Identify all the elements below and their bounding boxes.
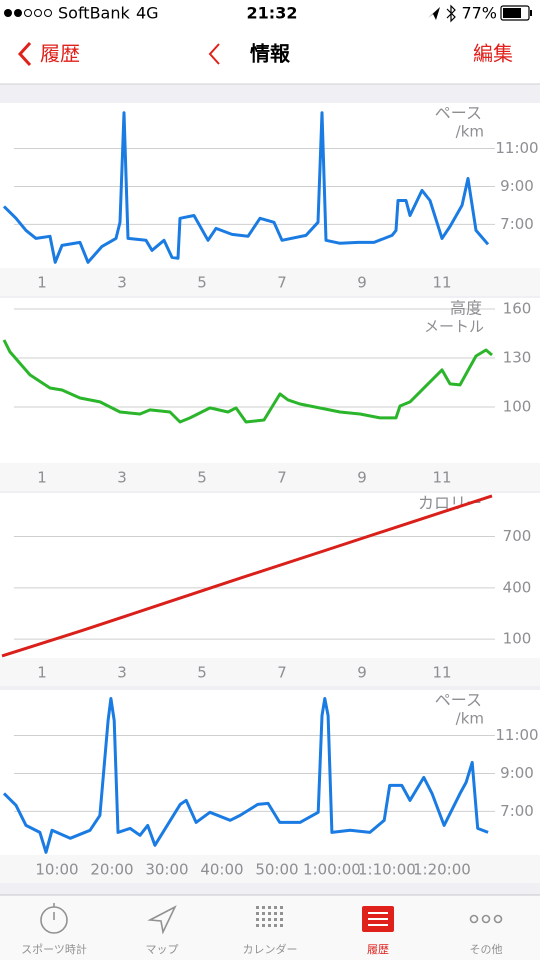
x-tick-label: 9: [357, 469, 367, 487]
x-tick-label: 11: [432, 274, 451, 292]
signal: [4, 9, 52, 17]
y-axis-unit: メートル: [424, 318, 484, 336]
x-tick-label: 30:00: [145, 861, 188, 879]
data-line: [2, 697, 489, 854]
back-chevron: [17, 41, 32, 67]
tab-label[interactable]: その他: [470, 943, 503, 956]
x-tick-label: 1: [37, 469, 47, 487]
x-axis-band: [0, 268, 540, 296]
edit-button[interactable]: 編集: [473, 42, 513, 66]
y-axis-unit: /km: [456, 710, 484, 728]
x-tick-label: 5: [197, 274, 207, 292]
x-tick-label: 11: [432, 469, 451, 487]
x-tick-label: 1: [37, 274, 47, 292]
y-axis-title: 高度: [450, 299, 482, 318]
y-tick-label: 100: [503, 630, 532, 648]
x-tick-label: 1: [37, 664, 47, 682]
chart-panel: [0, 493, 540, 658]
tab-icons: [40, 903, 503, 935]
tab-bar: [0, 895, 540, 960]
bluetooth-icon: [446, 4, 456, 23]
location-icon: [428, 7, 440, 20]
header: [0, 0, 540, 84]
x-tick-label: 9: [357, 274, 367, 292]
back-button[interactable]: 履歴: [17, 41, 80, 67]
x-axis-band: [0, 855, 540, 883]
y-tick-label: 130: [503, 348, 532, 366]
prev-chevron[interactable]: [208, 43, 220, 65]
x-tick-label: 3: [117, 664, 127, 682]
x-tick-label: 7: [277, 274, 287, 292]
time: 21:32: [247, 4, 298, 23]
chart-panel: [0, 690, 540, 855]
back-label: 履歴: [40, 42, 80, 66]
x-tick-label: 9: [357, 664, 367, 682]
x-tick-label: 50:00: [255, 861, 298, 879]
x-tick-label: 3: [117, 469, 127, 487]
tab-label[interactable]: カレンダー: [243, 942, 298, 956]
tab-label[interactable]: スポーツ時計: [21, 942, 87, 956]
y-tick-label: 7:00: [500, 802, 534, 820]
x-tick-label: 1:10:00: [358, 861, 416, 879]
x-axis-band: [0, 658, 540, 686]
x-axis-band: [0, 463, 540, 491]
data-line: [2, 111, 490, 264]
y-tick-label: 11:00: [495, 726, 538, 744]
x-tick-label: 5: [197, 469, 207, 487]
y-tick-label: 9:00: [500, 177, 534, 195]
y-tick-label: 160: [503, 299, 532, 317]
chart-panel: [0, 298, 540, 463]
x-tick-label: 20:00: [90, 861, 133, 879]
x-tick-label: 3: [117, 274, 127, 292]
chart-panel: [0, 103, 540, 268]
x-tick-label: 7: [277, 469, 287, 487]
battery-icon: [500, 5, 532, 21]
y-axis-title: カロリー: [418, 494, 482, 513]
x-tick-label: 10:00: [35, 861, 78, 879]
y-axis-unit: /km: [456, 123, 484, 141]
x-tick-label: 1:20:00: [413, 861, 471, 879]
data-line: [2, 339, 493, 424]
tab-label[interactable]: 履歴: [367, 943, 389, 956]
y-tick-label: 400: [503, 578, 532, 596]
battery-level: 77%: [461, 4, 497, 23]
carrier: SoftBank: [58, 4, 130, 23]
x-tick-label: 1:00:00: [303, 861, 361, 879]
x-tick-label: 5: [197, 664, 207, 682]
data-line: [1, 494, 493, 658]
tab-label[interactable]: マップ: [146, 943, 179, 956]
y-tick-label: 11:00: [495, 139, 538, 157]
x-tick-label: 11: [432, 664, 451, 682]
y-axis-title: ペース: [435, 104, 482, 123]
y-tick-label: 7:00: [500, 215, 534, 233]
y-axis-title: ペース: [435, 691, 482, 710]
y-tick-label: 700: [503, 527, 532, 545]
x-tick-label: 7: [277, 664, 287, 682]
x-tick-label: 40:00: [200, 861, 243, 879]
nav-title: 情報: [250, 42, 291, 66]
y-tick-label: 9:00: [500, 764, 534, 782]
network: 4G: [136, 4, 159, 23]
y-tick-label: 100: [503, 397, 532, 415]
